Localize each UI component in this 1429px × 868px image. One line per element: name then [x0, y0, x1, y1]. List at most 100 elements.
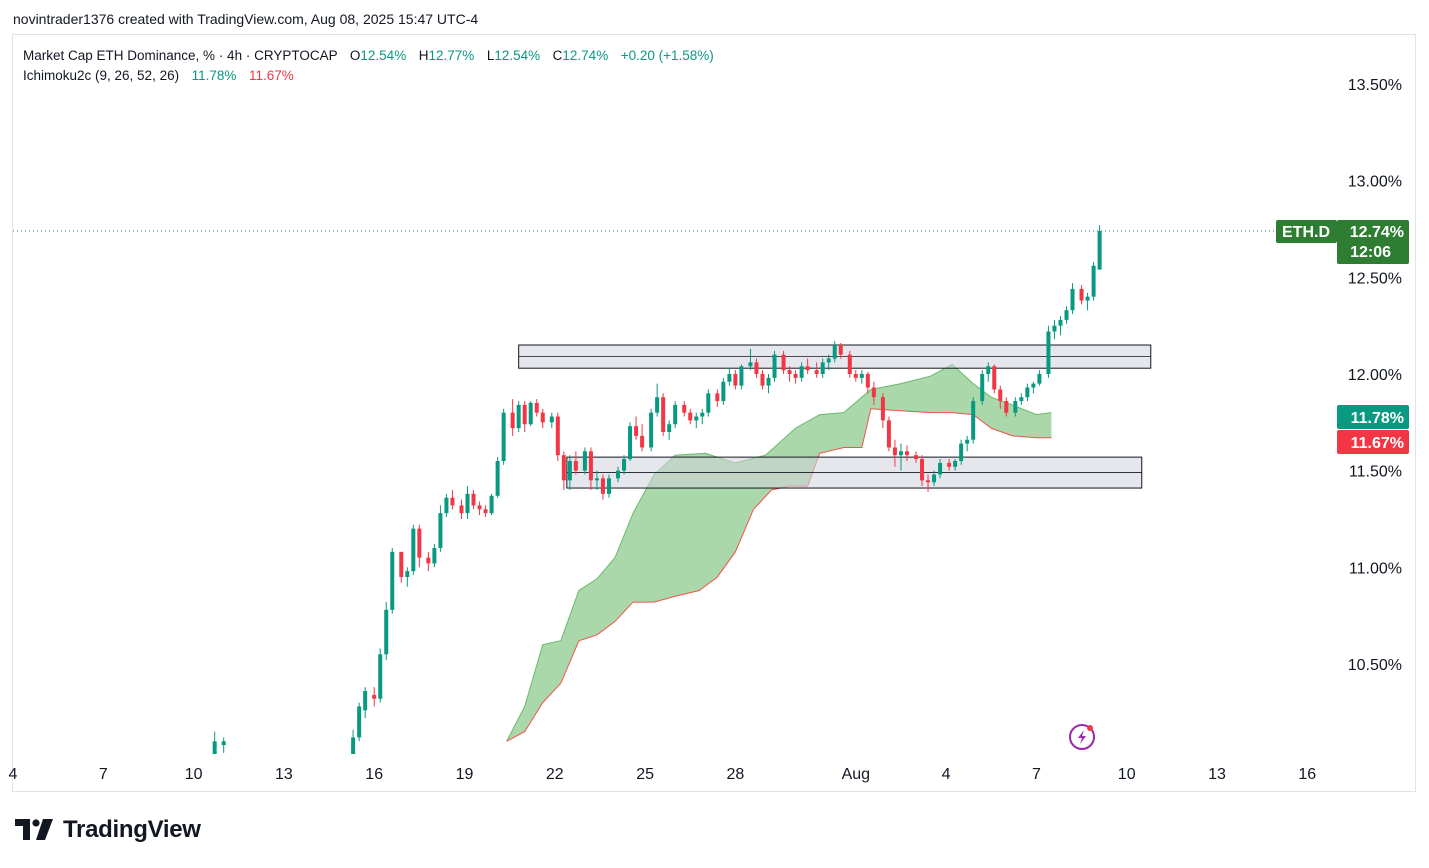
- chart-frame: [12, 34, 1416, 792]
- candle: [787, 366, 792, 382]
- candle: [1052, 319, 1057, 340]
- candle: [772, 350, 777, 382]
- candle-body: [438, 513, 443, 548]
- candle: [588, 447, 593, 490]
- candle: [727, 368, 732, 386]
- candle: [971, 397, 976, 444]
- candle-body: [787, 370, 792, 374]
- candle-body: [904, 451, 909, 456]
- candle-body: [859, 374, 864, 378]
- candle-body: [880, 397, 885, 421]
- candle: [1070, 283, 1075, 315]
- candle: [465, 486, 470, 519]
- candle-body: [1064, 310, 1069, 320]
- candle-body: [1097, 230, 1102, 270]
- price-badge-value: 12.74%: [1350, 224, 1404, 241]
- candle-body: [682, 404, 687, 413]
- candle-body: [582, 451, 587, 471]
- candle: [600, 474, 605, 500]
- footer-brand[interactable]: TradingView: [15, 816, 201, 844]
- candle: [838, 343, 843, 359]
- candle: [706, 389, 711, 417]
- candle: [799, 362, 804, 382]
- candle: [1064, 306, 1069, 324]
- indicator-row[interactable]: Ichimoku2c (9, 26, 52, 26) 11.78% 11.67%: [23, 66, 714, 86]
- candle: [880, 393, 885, 429]
- candle-body: [432, 547, 437, 564]
- candle-body: [477, 505, 482, 510]
- candle: [1004, 397, 1009, 417]
- brand-name: TradingView: [63, 816, 201, 843]
- candle-body: [986, 366, 991, 374]
- candle: [853, 370, 858, 382]
- candle: [781, 350, 786, 374]
- candle-body: [971, 401, 976, 440]
- candle: [432, 544, 437, 568]
- candle: [649, 408, 654, 452]
- candle: [1025, 383, 1030, 402]
- candle: [820, 358, 825, 378]
- candle: [640, 424, 645, 452]
- candle-body: [351, 737, 356, 754]
- candle-body: [667, 424, 672, 432]
- candle-body: [459, 505, 464, 514]
- candle: [914, 451, 918, 463]
- symbol-row[interactable]: Market Cap ETH Dominance, % · 4h · CRYPT…: [23, 46, 714, 66]
- candle-body: [1025, 387, 1030, 398]
- candle-body: [212, 741, 217, 754]
- candle: [616, 466, 621, 483]
- candle: [573, 451, 578, 475]
- candle-body: [534, 402, 539, 413]
- candle: [483, 505, 488, 518]
- candle-body: [540, 412, 545, 423]
- date-tick-label: 22: [546, 766, 564, 783]
- price-tick-label: 13.00%: [1348, 174, 1402, 191]
- ticker-badge-text: ETH.D: [1282, 224, 1330, 241]
- candle: [1031, 381, 1036, 394]
- flash-icon[interactable]: [1069, 724, 1095, 750]
- candle-body: [688, 412, 693, 421]
- candle-body: [980, 374, 985, 402]
- candle: [754, 358, 759, 378]
- candle: [715, 389, 720, 407]
- candle: [634, 416, 639, 440]
- span-b-badge-value: 11.67%: [1351, 435, 1404, 452]
- candle-body: [781, 354, 786, 371]
- candle: [766, 374, 771, 394]
- candle-body: [898, 451, 903, 456]
- candle-body: [1091, 265, 1096, 297]
- candle-body: [865, 374, 870, 388]
- date-tick-label: Aug: [842, 766, 870, 783]
- candle-body: [561, 455, 566, 481]
- span-a-badge-value: 11.78%: [1351, 410, 1404, 427]
- candle-body: [363, 691, 368, 711]
- candle-body: [727, 374, 732, 382]
- candle-body: [549, 416, 554, 423]
- candle: [739, 364, 744, 390]
- candle-body: [721, 381, 726, 402]
- candle-body: [357, 706, 362, 738]
- candle-body: [1019, 397, 1024, 402]
- ticker-badge-bg: [1276, 219, 1337, 243]
- price-tick-label: 13.50%: [1348, 77, 1402, 94]
- price-tick-label: 11.00%: [1349, 560, 1402, 577]
- candle-body: [715, 393, 720, 402]
- candle-body: [953, 460, 958, 467]
- candle-body: [616, 470, 621, 479]
- cloud-area: [506, 364, 1052, 742]
- candle: [489, 493, 494, 516]
- candle: [555, 412, 560, 461]
- candle-body: [634, 426, 639, 436]
- candle-body: [1085, 296, 1090, 301]
- date-tick-label: 16: [1298, 766, 1316, 783]
- candle-body: [661, 397, 666, 432]
- candle: [886, 416, 891, 452]
- price-tick-label: 12.00%: [1348, 367, 1402, 384]
- span-b-badge-bg: [1337, 430, 1409, 454]
- close-value: 12.74%: [562, 48, 609, 63]
- candle-body: [793, 374, 798, 378]
- candle: [594, 470, 599, 490]
- candle: [667, 420, 672, 440]
- candle-body: [426, 557, 431, 564]
